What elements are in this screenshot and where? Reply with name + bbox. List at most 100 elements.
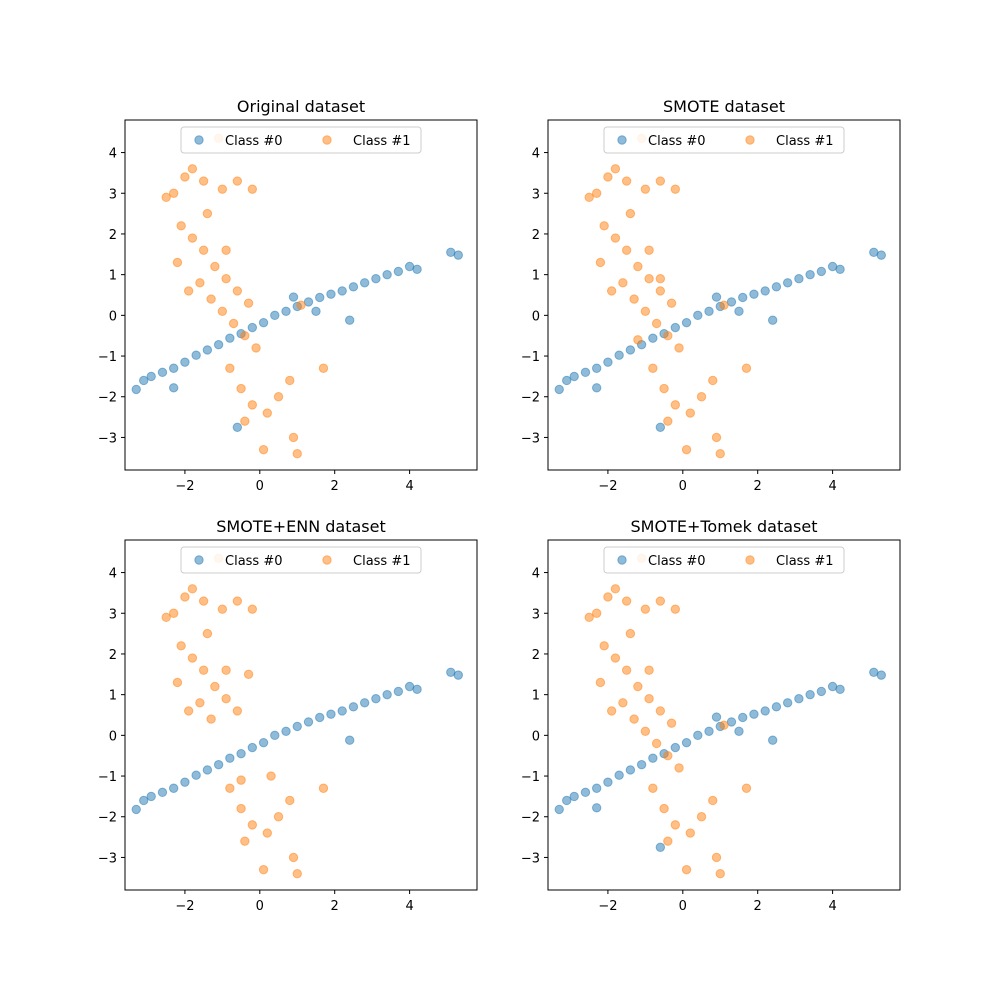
x-tick-label: −2 [598,479,617,494]
scatter-point-class-0 [591,803,602,813]
y-tick-label: 2 [532,228,540,243]
y-tick-label: −2 [98,391,117,406]
scatter-point-class-1 [606,706,617,716]
scatter-point-class-0 [693,730,703,741]
x-tick-label: 0 [679,479,687,494]
scatter-point-class-1 [168,188,179,198]
scatter-point-class-0 [288,292,299,302]
scatter-point-class-1 [719,300,729,310]
scatter-point-class-1 [236,383,246,394]
y-tick-label: 4 [109,147,117,162]
x-tick-label: 0 [256,479,264,494]
scatter-point-class-1 [655,596,666,606]
legend-marker-class-0 [194,555,204,565]
axes-frame [547,539,901,891]
scatter-point-class-1 [161,612,171,623]
scatter-point-class-1 [625,628,636,639]
plot-area [554,553,886,879]
scatter-point-class-1 [595,677,606,688]
scatter-point-class-0 [270,310,280,321]
scatter-point-class-1 [633,335,643,345]
scatter-point-class-1 [644,245,654,255]
scatter-point-class-1 [655,286,666,296]
scatter-point-class-0 [569,791,579,802]
scatter-point-class-1 [741,783,752,793]
y-tick-label: 1 [532,269,540,284]
scatter-point-class-1 [696,812,707,822]
scatter-point-class-0 [670,322,681,333]
scatter-point-class-0 [213,339,224,350]
scatter-point-class-0 [591,783,602,793]
scatter-point-class-1 [240,416,250,426]
scatter-point-class-0 [139,795,149,806]
scatter-point-class-0 [554,384,564,395]
scatter-point-class-0 [168,783,179,793]
scatter-point-class-1 [180,592,190,602]
legend: Class #0 Class #1 [603,126,845,154]
scatter-point-class-0 [569,371,579,382]
scatter-point-class-0 [591,383,602,393]
y-tick-label: 4 [532,567,540,582]
scatter-point-class-1 [288,432,299,443]
scatter-point-class-1 [633,261,643,272]
scatter-point-class-1 [236,775,246,785]
scatter-point-class-1 [610,584,621,594]
scatter-point-class-1 [232,706,243,716]
scatter-point-class-0 [146,791,156,802]
scatter-point-class-1 [195,698,205,708]
y-tick-label: 0 [109,309,117,324]
scatter-point-class-0 [247,742,258,753]
scatter-point-class-1 [217,604,228,614]
scatter-point-class-1 [258,444,269,455]
scatter-point-class-0 [412,684,422,695]
scatter-point-class-0 [693,310,703,321]
y-tick-label: −1 [98,770,117,785]
subplot-2: SMOTE+ENN dataset −2 0 2 4 −3 −2 −1 0 1 2 3 4 Class #… [98,517,478,914]
y-tick-label: −1 [521,350,540,365]
scatter-point-class-1 [618,698,628,708]
scatter-point-class-0 [771,702,782,712]
scatter-point-class-0 [782,278,793,288]
scatter-point-class-1 [202,628,213,639]
legend-marker-class-1 [745,555,755,565]
scatter-point-class-0 [603,777,613,787]
scatter-point-class-0 [344,735,355,745]
scatter-point-class-1 [640,726,651,736]
scatter-point-class-1 [217,306,228,316]
y-tick-label: −2 [521,391,540,406]
scatter-point-class-1 [247,820,258,830]
scatter-point-class-0 [625,345,636,355]
scatter-point-class-1 [221,665,231,675]
scatter-point-class-0 [876,670,886,680]
x-tick-label: 2 [754,899,762,914]
x-tick-label: 4 [828,899,836,914]
scatter-point-class-1 [591,188,602,198]
scatter-point-class-1 [655,274,666,284]
y-tick-label: 3 [109,607,117,622]
y-tick-label: 3 [532,187,540,202]
scatter-point-class-1 [610,164,621,174]
scatter-point-class-1 [715,869,725,879]
scatter-point-class-1 [674,343,684,353]
y-tick-label: 1 [532,689,540,704]
scatter-point-class-1 [621,665,632,675]
scatter-point-class-0 [670,742,681,753]
scatter-point-class-1 [696,392,707,402]
scatter-point-class-1 [685,828,695,838]
scatter-point-class-0 [562,375,572,386]
scatter-point-class-1 [629,714,639,724]
scatter-point-class-1 [648,783,658,793]
y-tick-label: 4 [532,147,540,162]
scatter-point-class-0 [816,266,827,277]
scatter-point-class-0 [760,286,770,296]
scatter-point-class-0 [225,753,235,763]
scatter-point-class-1 [595,257,606,268]
scatter-point-class-0 [782,698,793,708]
scatter-point-class-1 [318,363,329,373]
scatter-point-class-0 [554,804,564,815]
scatter-point-class-0 [580,367,591,378]
scatter-point-class-1 [198,176,209,186]
legend-box [180,546,422,574]
scatter-point-class-1 [198,245,209,255]
scatter-point-class-1 [663,750,673,761]
